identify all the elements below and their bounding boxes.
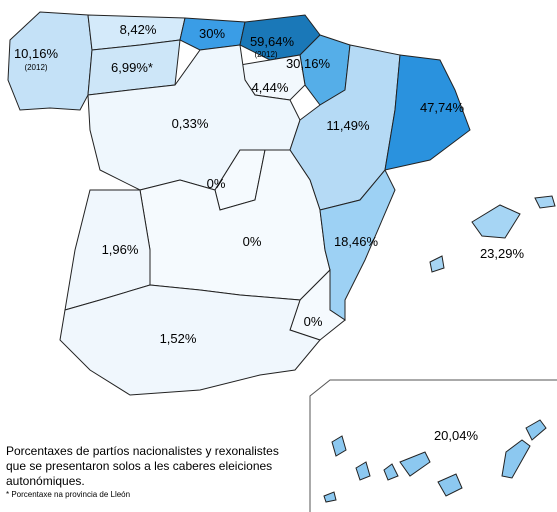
region-note: (2012) [24, 63, 47, 72]
region [501, 439, 531, 479]
labels: 10,16% (2012) 8,42% 6,99%* 30% 59,64% (2… [14, 22, 525, 443]
regions [7, 11, 556, 503]
region [437, 473, 463, 497]
region-label: 1,52% [160, 331, 197, 346]
region-label: 8,42% [120, 22, 157, 37]
region [323, 491, 337, 503]
region-label: 0% [243, 234, 262, 249]
region [319, 169, 396, 321]
region-label: 59,64% [250, 34, 295, 49]
region-label: 23,29% [480, 246, 525, 261]
inset-border [309, 379, 557, 512]
region-label: 11,49% [326, 118, 370, 133]
caption-line: Porcentaxes de partíos nacionalistes y r… [6, 444, 279, 458]
caption-line: que se presentaron solos a les caberes e… [6, 459, 272, 473]
region [471, 204, 521, 239]
region [399, 451, 431, 477]
region-label: 30% [199, 26, 225, 41]
region-label: 20,04% [434, 428, 479, 443]
caption: Porcentaxes de partíos nacionalistes y r… [6, 444, 279, 499]
region-label: 6,99%* [111, 60, 153, 75]
region [384, 54, 471, 171]
region-label: 47,74% [420, 100, 465, 115]
region-label: 10,16% [14, 46, 59, 61]
region-label: 18,46% [334, 234, 379, 249]
region [383, 463, 399, 481]
footnote: * Porcentaxe na provincia de Lleón [6, 490, 130, 499]
region-note: (2012) [254, 50, 277, 59]
region-label: 4,44% [252, 80, 289, 95]
caption-line: autonómiques. [6, 474, 85, 488]
region [355, 461, 371, 481]
region-label: 0% [304, 314, 323, 329]
region [59, 284, 321, 396]
region-label: 30,16% [286, 56, 331, 71]
region [525, 419, 547, 441]
region-label: 0,33% [172, 116, 209, 131]
region [7, 11, 93, 111]
region [534, 195, 556, 209]
region-label: 1,96% [102, 242, 139, 257]
region [429, 255, 445, 273]
region-label: 0% [207, 176, 226, 191]
region [331, 435, 347, 457]
